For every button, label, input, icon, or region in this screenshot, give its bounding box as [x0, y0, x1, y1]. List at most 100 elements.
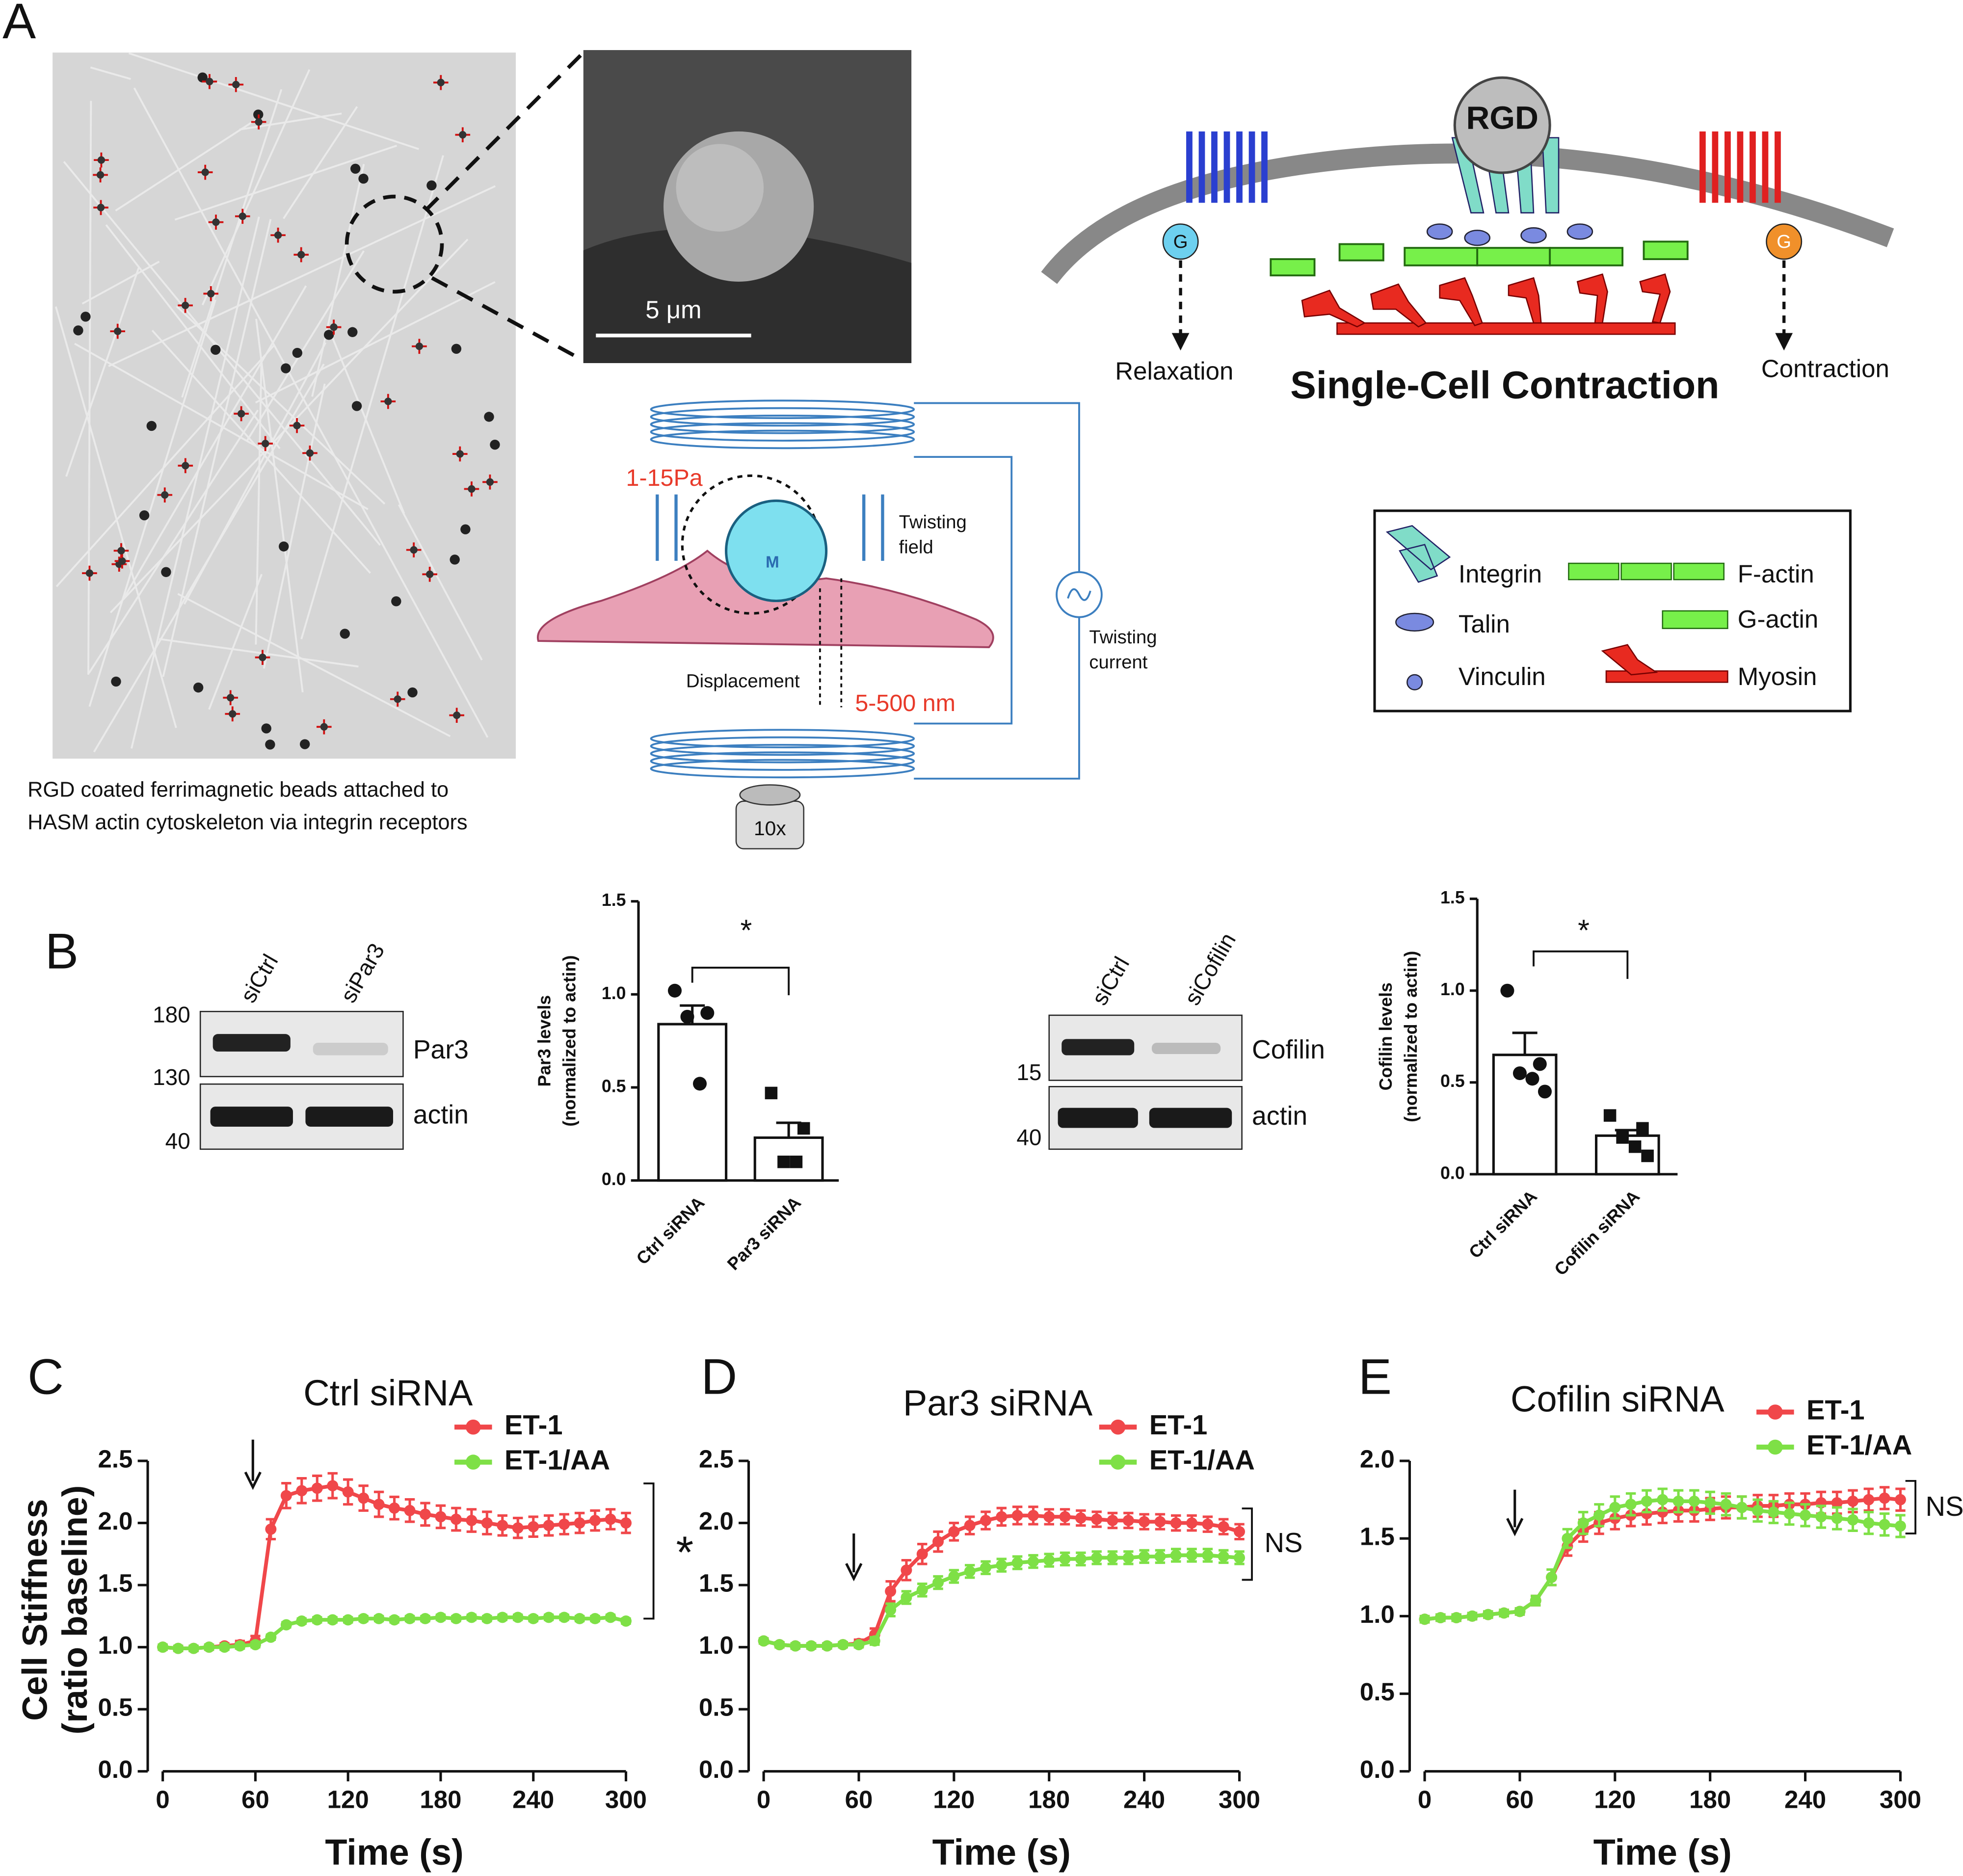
- data-point: [589, 1612, 601, 1624]
- data-point: [758, 1635, 769, 1647]
- data-point: [1466, 1610, 1478, 1622]
- current-label: current: [1089, 652, 1147, 673]
- bead-dot: [232, 80, 240, 89]
- data-point: [1720, 1499, 1732, 1510]
- zoom-circle: [345, 194, 444, 294]
- objective-label: 10x: [754, 817, 786, 840]
- legend-marker: [465, 1419, 481, 1435]
- data-point: [916, 1548, 928, 1560]
- data-point: [404, 1505, 416, 1516]
- data-point: [1657, 1506, 1669, 1518]
- data-point: [1847, 1495, 1858, 1507]
- data-point: [1027, 1556, 1039, 1567]
- fiber: [63, 161, 381, 546]
- bar: [657, 1023, 728, 1182]
- bead-dot: [262, 440, 269, 448]
- bead-dot: [490, 439, 500, 450]
- bead-dot: [459, 131, 467, 139]
- fiber: [54, 306, 177, 728]
- chart-title: Par3 siRNA: [903, 1382, 1093, 1423]
- fiber: [331, 336, 405, 514]
- data-point: [1498, 1607, 1510, 1619]
- bead-dot: [407, 687, 418, 698]
- legend-marker: [465, 1454, 481, 1470]
- data-point: [1075, 1553, 1087, 1565]
- significance-bracket: [643, 1482, 655, 1620]
- y-axis-label: (ratio baseline): [55, 1485, 95, 1735]
- y-tick-label: 2.0: [1360, 1445, 1395, 1473]
- bead-dot: [85, 569, 94, 577]
- data-point: [327, 1480, 339, 1492]
- bead-dot: [182, 462, 189, 470]
- data-point: [543, 1612, 555, 1623]
- data-point: [605, 1612, 616, 1623]
- legend-label: ET-1: [1806, 1394, 1865, 1425]
- data-point: [901, 1564, 912, 1576]
- data-point: [1546, 1571, 1558, 1583]
- significance-bracket: [1242, 1507, 1253, 1581]
- integrins: [1451, 137, 1560, 213]
- bead-dot: [347, 327, 358, 337]
- data-point: [1075, 1512, 1087, 1524]
- data-point: [1625, 1499, 1637, 1510]
- x-tick-label: 120: [933, 1785, 975, 1813]
- protein-label: Cofilin: [1252, 1035, 1325, 1064]
- data-point: [1043, 1511, 1055, 1523]
- x-tick-label: 240: [512, 1785, 554, 1813]
- fiber: [239, 112, 342, 131]
- band: [212, 1034, 291, 1052]
- y-tick-label: 1.0: [98, 1631, 133, 1659]
- protein-label: actin: [1252, 1102, 1307, 1131]
- x-tick-label: 0: [1418, 1785, 1432, 1813]
- bead-dot: [114, 327, 122, 335]
- y-axis-label: Par3 levels: [535, 995, 555, 1087]
- lane-label: siCtrl: [1087, 952, 1134, 1009]
- data-point: [1533, 1057, 1547, 1071]
- data-point: [1122, 1515, 1134, 1527]
- bead-dot: [181, 301, 189, 310]
- data-point: [265, 1523, 277, 1535]
- significance-label: *: [740, 914, 752, 947]
- y-tick-label: 0.5: [699, 1693, 734, 1721]
- data-point: [1847, 1514, 1858, 1526]
- data-point: [327, 1614, 339, 1626]
- bead-dot: [330, 323, 338, 331]
- lane-label: siCtrl: [235, 950, 283, 1007]
- data-point: [805, 1640, 817, 1652]
- bead-dot: [118, 557, 126, 565]
- data-point: [1538, 1084, 1552, 1099]
- band: [1151, 1043, 1221, 1054]
- data-point: [543, 1520, 555, 1532]
- data-point: [512, 1522, 524, 1534]
- bead-dot: [261, 723, 271, 734]
- bead-dot: [97, 204, 105, 211]
- data-point: [620, 1517, 632, 1529]
- y-tick-label: 1.0: [602, 983, 626, 1003]
- legend-icon: [1601, 644, 1658, 676]
- band: [210, 1107, 293, 1127]
- data-point: [1482, 1609, 1494, 1620]
- panel-label: D: [701, 1349, 738, 1405]
- data-point: [948, 1570, 960, 1582]
- bead-dot: [486, 478, 494, 486]
- bead-dot: [293, 422, 301, 429]
- data-point: [916, 1584, 928, 1596]
- bead-dot: [358, 173, 369, 184]
- data-point: [1186, 1549, 1198, 1561]
- fiber: [398, 504, 483, 661]
- y-tick-label: 1.0: [1440, 979, 1465, 999]
- data-point: [1011, 1509, 1023, 1521]
- bead-dot: [340, 629, 350, 639]
- receptor: [1699, 131, 1781, 203]
- y-tick-label: 1.5: [1440, 888, 1465, 907]
- bead-dot: [415, 343, 424, 350]
- bead-dot: [265, 740, 275, 750]
- data-point: [773, 1639, 785, 1651]
- data-point: [1043, 1555, 1055, 1566]
- bead-dot: [279, 541, 289, 552]
- stress-label: 1-15Pa: [626, 465, 703, 491]
- data-point: [1641, 1149, 1654, 1163]
- data-point: [1657, 1494, 1669, 1506]
- y-tick-label: 0.5: [602, 1076, 626, 1096]
